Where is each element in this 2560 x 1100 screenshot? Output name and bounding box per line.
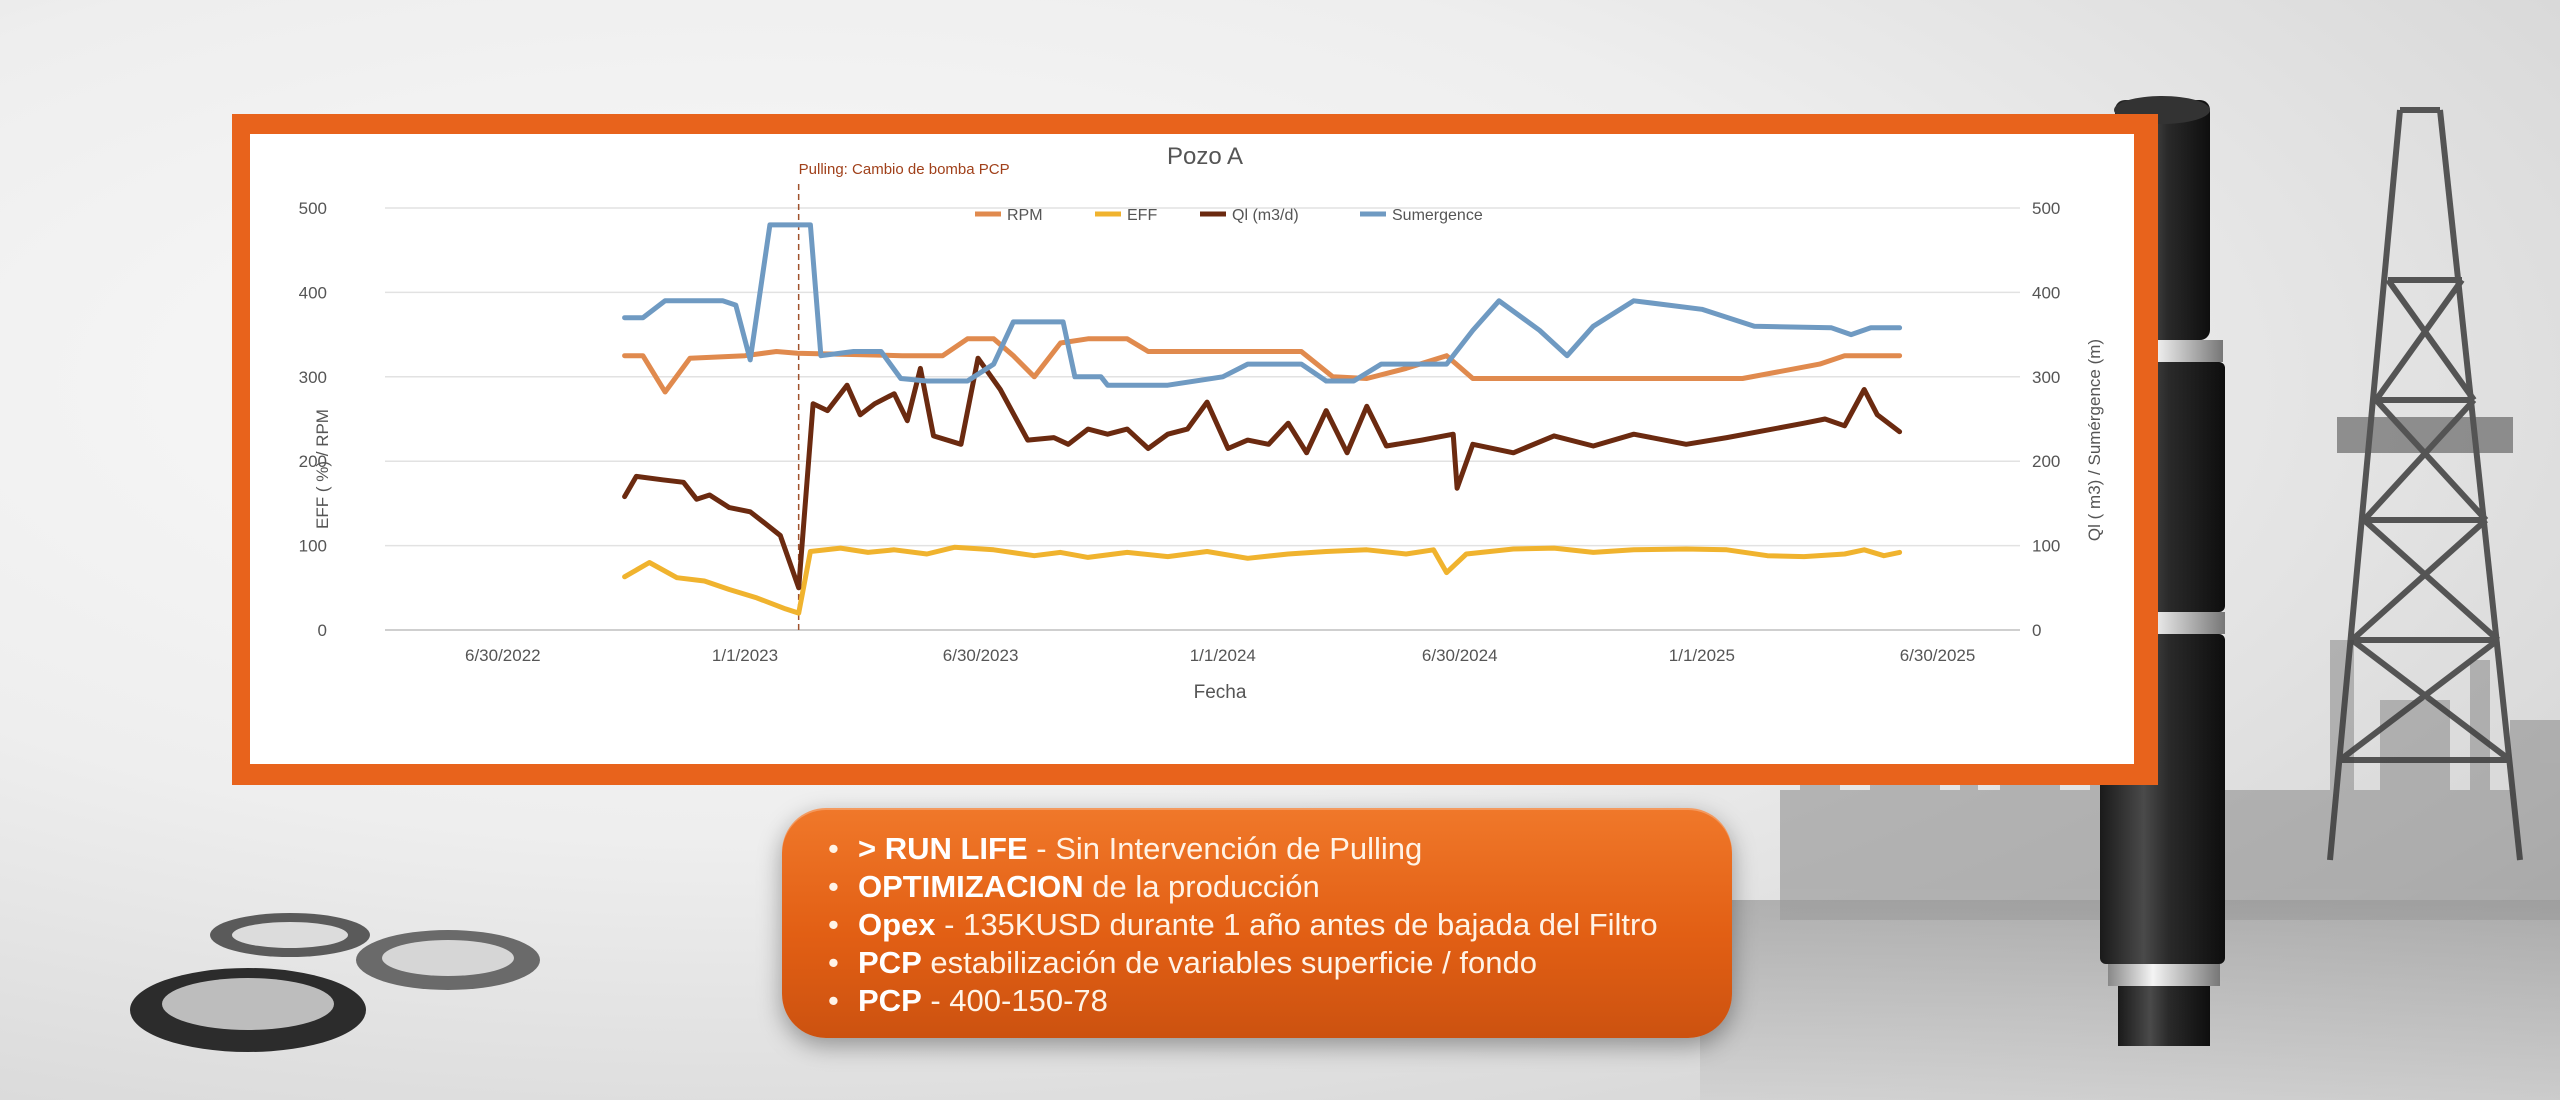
series-line-rpm xyxy=(622,336,1903,395)
y-tick-label-left: 300 xyxy=(299,368,327,387)
highlight-text: - Sin Intervención de Pulling xyxy=(1027,831,1423,866)
series-lines xyxy=(622,222,1903,616)
highlight-keyword: > RUN LIFE xyxy=(858,831,1028,866)
y-ticks-right: 0 100 200 300 400 500 xyxy=(2032,199,2060,640)
legend-label: Sumergence xyxy=(1392,207,1483,224)
pulling-annotation: Pulling: Cambio de bomba PCP xyxy=(797,161,1010,630)
series-line-ql-m3-d xyxy=(622,355,1903,591)
oil-derrick xyxy=(2327,107,2523,861)
y-tick-label-left: 400 xyxy=(299,283,327,302)
y-tick-label-right: 0 xyxy=(2032,621,2041,640)
y-tick-label-left: 100 xyxy=(299,537,327,556)
highlight-item: PCP estabilización de variables superfic… xyxy=(828,944,1732,982)
highlight-keyword: PCP xyxy=(858,945,922,980)
highlight-text: estabilización de variables superficie /… xyxy=(921,945,1537,980)
series-line-sumergence xyxy=(622,222,1903,388)
y-tick-label-right: 300 xyxy=(2032,368,2060,387)
x-tick-label: 6/30/2025 xyxy=(1900,646,1976,665)
highlight-text: de la producción xyxy=(1083,869,1320,904)
legend-label: RPM xyxy=(1007,207,1043,224)
x-tick-label: 6/30/2022 xyxy=(465,646,541,665)
highlights-list: > RUN LIFE - Sin Intervención de Pulling… xyxy=(782,808,1732,1020)
y-tick-label-right: 200 xyxy=(2032,452,2060,471)
legend: RPM EFF Ql (m3/d) Sumergence xyxy=(975,207,1483,224)
x-tick-label: 6/30/2023 xyxy=(943,646,1019,665)
chart-title: Pozo A xyxy=(1167,143,1243,170)
highlight-item: PCP - 400-150-78 xyxy=(828,982,1732,1020)
highlight-keyword: OPTIMIZACION xyxy=(858,869,1084,904)
pozo-a-chart: 0 100 200 300 400 500 0 100 200 300 400 500 6/30/2… xyxy=(299,143,2104,703)
y-axis-label-right: Ql ( m3) / Sumérgence (m) xyxy=(2085,339,2104,541)
y-tick-label-right: 500 xyxy=(2032,199,2060,218)
series-line-eff xyxy=(622,544,1903,616)
chart-panel xyxy=(250,134,2134,764)
seal-rings xyxy=(130,913,540,1052)
y-tick-label-right: 100 xyxy=(2032,537,2060,556)
x-tick-label: 1/1/2023 xyxy=(712,646,778,665)
y-tick-label-right: 400 xyxy=(2032,283,2060,302)
x-ticks: 6/30/2022 1/1/2023 6/30/2023 1/1/2024 6/30/2… xyxy=(465,646,1975,665)
highlights-callout: > RUN LIFE - Sin Intervención de Pulling… xyxy=(782,808,1732,1038)
highlight-text: - 135KUSD durante 1 año antes de bajada … xyxy=(935,907,1658,942)
highlight-item: > RUN LIFE - Sin Intervención de Pulling xyxy=(828,830,1732,868)
legend-label: EFF xyxy=(1127,207,1157,224)
y-tick-label-left: 0 xyxy=(318,621,327,640)
grid-lines xyxy=(385,207,2020,547)
x-tick-label: 1/1/2025 xyxy=(1669,646,1735,665)
highlight-item: Opex - 135KUSD durante 1 año antes de ba… xyxy=(828,906,1732,944)
x-tick-label: 1/1/2024 xyxy=(1190,646,1256,665)
highlight-keyword: PCP xyxy=(858,983,922,1018)
x-axis-label: Fecha xyxy=(1194,682,1247,703)
highlight-item: OPTIMIZACION de la producción xyxy=(828,868,1732,906)
x-tick-label: 6/30/2024 xyxy=(1422,646,1498,665)
legend-label: Ql (m3/d) xyxy=(1232,207,1299,224)
y-tick-label-left: 500 xyxy=(299,199,327,218)
y-ticks-left: 0 100 200 300 400 500 xyxy=(299,199,327,640)
y-axis-label-left: EFF ( %) / RPM xyxy=(313,409,332,529)
annotation-label: Pulling: Cambio de bomba PCP xyxy=(799,161,1010,178)
highlight-keyword: Opex xyxy=(858,907,936,942)
y-tick-label-left: 200 xyxy=(299,452,327,471)
highlight-text: - 400-150-78 xyxy=(921,983,1108,1018)
